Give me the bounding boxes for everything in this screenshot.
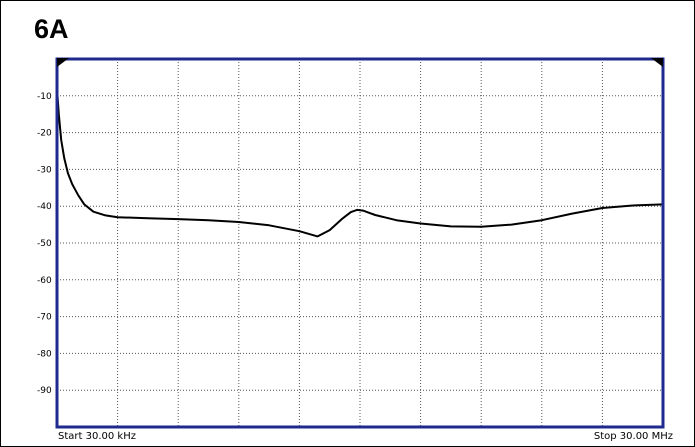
start-frequency-label: Start 30.00 kHz [58, 431, 136, 442]
y-tick-label: -40 [37, 202, 52, 212]
grid-layer [57, 59, 663, 427]
y-tick-labels: -10 -20 -30 -40 -50 -60 -70 -80 -90 [37, 92, 52, 396]
y-tick-label: -80 [37, 349, 52, 359]
y-tick-label: -30 [37, 165, 52, 175]
y-tick-label: -20 [37, 129, 52, 139]
chart-title: 6A [34, 14, 69, 44]
y-tick-label: -10 [37, 92, 52, 102]
y-tick-label: -70 [37, 313, 52, 323]
corner-marker-right [651, 58, 663, 67]
stop-frequency-label: Stop 30.00 MHz [593, 431, 673, 442]
series-line-trace [56, 88, 664, 238]
y-tick-label: -60 [37, 276, 52, 286]
plot-border [55, 57, 665, 429]
y-tick-label: -50 [37, 239, 52, 249]
y-tick-label: -90 [37, 386, 52, 396]
corner-marker-left [57, 58, 69, 67]
